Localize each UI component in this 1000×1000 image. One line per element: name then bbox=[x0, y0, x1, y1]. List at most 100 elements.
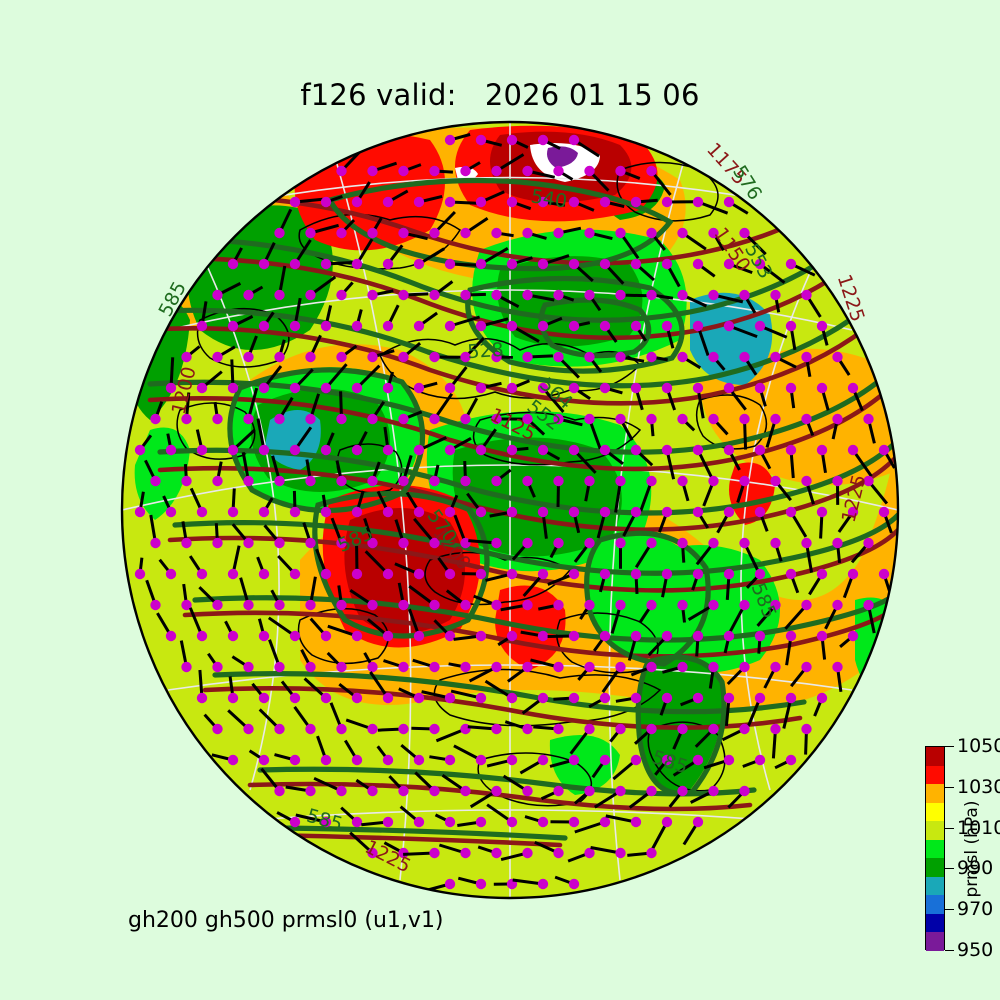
wind-barb-point bbox=[429, 599, 440, 611]
wind-barb-point bbox=[367, 661, 378, 673]
wind-barb-point bbox=[398, 413, 409, 425]
wind-barb-point bbox=[584, 413, 595, 425]
wind-barb-point bbox=[739, 599, 750, 611]
wind-barb-point bbox=[692, 568, 704, 580]
wind-barb-point bbox=[413, 630, 425, 642]
wind-barb-point bbox=[785, 444, 797, 456]
wind-barb-point bbox=[584, 475, 595, 487]
wind-barb-point bbox=[274, 723, 285, 735]
wind-barb-point bbox=[723, 754, 735, 766]
wind-barb-point bbox=[413, 692, 425, 704]
wind-barb-point bbox=[351, 568, 363, 580]
wind-barb-point bbox=[243, 289, 254, 301]
wind-barb-shaft bbox=[256, 418, 266, 451]
wind-barb-point bbox=[351, 630, 363, 642]
wind-barb-point bbox=[739, 475, 750, 487]
wind-barb-point bbox=[646, 227, 657, 239]
wind-barb-point bbox=[770, 475, 781, 487]
wind-barb-point bbox=[258, 630, 270, 642]
wind-barb-point bbox=[274, 785, 285, 797]
wind-barb-point bbox=[692, 258, 704, 270]
wind-barb-point bbox=[165, 506, 177, 518]
wind-barb-point bbox=[351, 444, 363, 456]
wind-barb-point bbox=[832, 475, 843, 487]
wind-barb-point bbox=[723, 692, 735, 704]
wind-barb-point bbox=[522, 351, 533, 363]
wind-barb-point bbox=[599, 630, 611, 642]
wind-barb-point bbox=[723, 568, 735, 580]
wind-barb-shaft bbox=[782, 697, 793, 729]
wind-barb-shaft bbox=[639, 480, 653, 512]
wind-barb-point bbox=[444, 568, 456, 580]
wind-barb-point bbox=[770, 351, 781, 363]
wind-barb-shaft bbox=[728, 604, 746, 634]
wind-barb-point bbox=[522, 847, 533, 859]
wind-barb-point bbox=[460, 351, 471, 363]
wind-barb-point bbox=[708, 227, 719, 239]
wind-barb-point bbox=[630, 506, 642, 518]
wind-barb-point bbox=[770, 723, 781, 735]
wind-barb-point bbox=[367, 599, 378, 611]
wind-barb-point bbox=[739, 413, 750, 425]
wind-barb-point bbox=[475, 692, 487, 704]
wind-barb-point bbox=[863, 413, 874, 425]
wind-barb-point bbox=[506, 816, 518, 828]
wind-barb-point bbox=[553, 227, 564, 239]
wind-barb-point bbox=[568, 320, 580, 332]
wind-barb-shaft bbox=[588, 418, 602, 450]
wind-barb-point bbox=[243, 537, 254, 549]
wind-barb-point bbox=[289, 630, 301, 642]
wind-barb-point bbox=[429, 847, 440, 859]
wind-barb-point bbox=[785, 754, 797, 766]
wind-barb-point bbox=[491, 537, 502, 549]
wind-barb-point bbox=[599, 506, 611, 518]
wind-barb-point bbox=[398, 289, 409, 301]
wind-barb-point bbox=[630, 196, 642, 208]
wind-barb-point bbox=[568, 134, 580, 146]
wind-barb-point bbox=[723, 630, 735, 642]
wind-barb-point bbox=[785, 506, 797, 518]
wind-barb-point bbox=[661, 506, 673, 518]
wind-barb-point bbox=[227, 382, 239, 394]
wind-barb-point bbox=[553, 537, 564, 549]
wind-barb-point bbox=[289, 816, 301, 828]
wind-barb-point bbox=[568, 382, 580, 394]
wind-barb-point bbox=[584, 599, 595, 611]
wind-barb-point bbox=[460, 723, 471, 735]
wind-barb-point bbox=[429, 351, 440, 363]
colorbar-segment bbox=[926, 858, 944, 878]
wind-barb-point bbox=[568, 630, 580, 642]
wind-barb-point bbox=[506, 258, 518, 270]
wind-barb-point bbox=[444, 754, 456, 766]
wind-barb-point bbox=[692, 444, 704, 456]
wind-barb-point bbox=[630, 382, 642, 394]
wind-barb-point bbox=[878, 444, 890, 456]
colorbar-tick-label: 990 bbox=[957, 857, 994, 880]
wind-barb-point bbox=[398, 227, 409, 239]
wind-barb-point bbox=[305, 785, 316, 797]
wind-barb-point bbox=[429, 227, 440, 239]
wind-barb-point bbox=[429, 661, 440, 673]
colorbar-segment bbox=[926, 765, 944, 785]
wind-barb-point bbox=[289, 568, 301, 580]
wind-barb-point bbox=[677, 475, 688, 487]
wind-barb-point bbox=[692, 196, 704, 208]
wind-barb-point bbox=[832, 599, 843, 611]
wind-barb-point bbox=[646, 537, 657, 549]
wind-barb-point bbox=[212, 599, 223, 611]
wind-barb-point bbox=[754, 506, 766, 518]
wind-barb-point bbox=[336, 785, 347, 797]
wind-barb-point bbox=[196, 382, 208, 394]
wind-barb-point bbox=[429, 537, 440, 549]
wind-barb-point bbox=[212, 537, 223, 549]
wind-barb-point bbox=[584, 351, 595, 363]
wind-barb-point bbox=[646, 785, 657, 797]
wind-barb-point bbox=[754, 630, 766, 642]
wind-barb-point bbox=[847, 568, 859, 580]
wind-barb-point bbox=[320, 816, 332, 828]
wind-barb-point bbox=[491, 351, 502, 363]
wind-barb-point bbox=[429, 785, 440, 797]
wind-barb-point bbox=[196, 692, 208, 704]
wind-barb-point bbox=[553, 165, 564, 177]
colorbar-tick bbox=[945, 746, 954, 747]
